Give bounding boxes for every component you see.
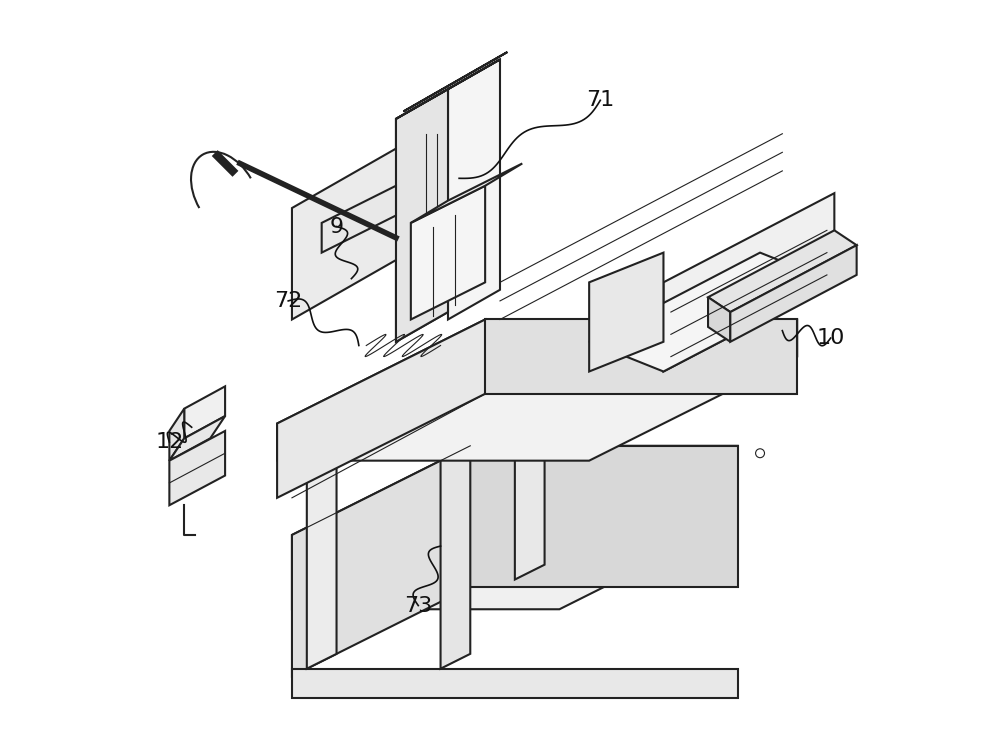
Polygon shape	[411, 163, 522, 223]
Polygon shape	[589, 253, 834, 372]
Polygon shape	[589, 253, 663, 372]
Polygon shape	[470, 446, 738, 587]
Polygon shape	[411, 186, 485, 319]
Text: 10: 10	[816, 328, 845, 348]
Polygon shape	[515, 372, 545, 580]
Text: 72: 72	[274, 291, 302, 311]
Polygon shape	[169, 409, 184, 461]
Polygon shape	[292, 446, 470, 676]
Polygon shape	[292, 446, 738, 609]
Polygon shape	[708, 297, 730, 342]
Polygon shape	[169, 431, 225, 505]
Polygon shape	[396, 89, 448, 342]
Polygon shape	[663, 193, 834, 372]
Text: 12: 12	[155, 432, 183, 452]
Polygon shape	[292, 669, 738, 698]
Polygon shape	[292, 149, 396, 319]
Polygon shape	[396, 59, 500, 119]
Polygon shape	[322, 186, 396, 253]
Polygon shape	[403, 52, 507, 111]
Polygon shape	[169, 416, 225, 461]
Text: 9: 9	[329, 217, 344, 236]
Polygon shape	[307, 446, 337, 669]
Polygon shape	[396, 89, 448, 342]
Polygon shape	[485, 319, 797, 394]
Polygon shape	[441, 446, 470, 669]
Polygon shape	[730, 245, 857, 342]
Polygon shape	[277, 319, 797, 461]
Polygon shape	[448, 59, 500, 319]
Text: 73: 73	[404, 596, 432, 615]
Polygon shape	[184, 386, 225, 438]
Text: 71: 71	[586, 91, 614, 110]
Polygon shape	[708, 230, 857, 312]
Polygon shape	[277, 319, 485, 498]
